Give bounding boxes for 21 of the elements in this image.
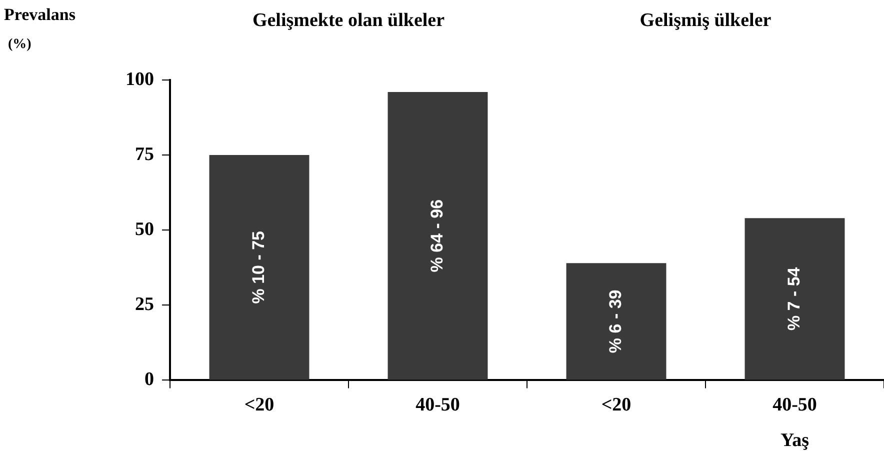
text: Gelişmiş ülkeler <box>640 10 772 31</box>
annotation: % 6 - 39 <box>606 290 625 354</box>
y-tick-label: 25 <box>135 294 154 316</box>
y-tick-label: 50 <box>135 219 154 240</box>
x-tick-label: 40-50 <box>416 394 460 416</box>
x-tick-label: <20 <box>601 394 632 416</box>
annotation: % 64 - 96 <box>427 199 446 272</box>
bar <box>388 92 488 380</box>
text: Gelişmekte olan ülkeler <box>252 10 446 31</box>
bar <box>566 263 666 380</box>
y-tick-label: 100 <box>126 68 154 90</box>
bar <box>209 155 310 380</box>
annotation: % 10 - 75 <box>248 230 268 304</box>
x-tick-label: <20 <box>244 394 274 416</box>
y-tick-label: 75 <box>135 144 154 165</box>
bar <box>744 218 845 380</box>
x-axis-title: Yaş <box>780 430 810 451</box>
annotation: % 7 - 54 <box>784 266 804 331</box>
y-tick-label: 0 <box>144 369 154 390</box>
y-axis-title: Prevalans (%) <box>4 5 76 52</box>
x-tick-label: 40-50 <box>772 394 817 416</box>
